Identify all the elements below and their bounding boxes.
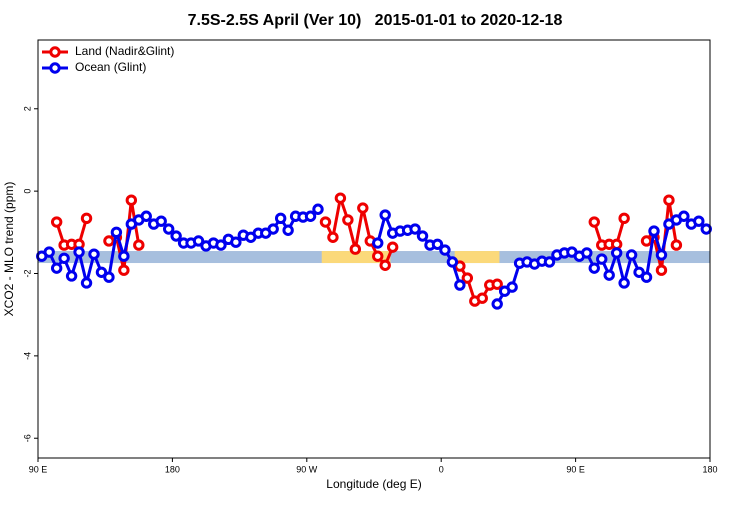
x-axis-label: Longitude (deg E): [326, 477, 421, 491]
point: [596, 253, 608, 265]
point: [282, 224, 294, 236]
point: [312, 203, 324, 215]
legend-label: Ocean (Glint): [75, 60, 146, 74]
x-tick-label: 90 W: [296, 464, 318, 474]
point: [581, 247, 593, 259]
point: [230, 236, 242, 248]
point: [372, 250, 384, 262]
point: [58, 252, 70, 264]
point: [372, 237, 384, 249]
point: [50, 216, 63, 228]
x-tick-label: 0: [439, 464, 444, 474]
point: [655, 264, 668, 276]
point: [327, 231, 339, 243]
point: [65, 270, 78, 282]
point: [663, 194, 675, 206]
x-tick-label: 90 E: [566, 464, 585, 474]
point: [670, 239, 683, 251]
y-tick-label: -2: [22, 269, 32, 277]
y-axis-label: XCO2 - MLO trend (ppm): [2, 182, 16, 317]
point: [409, 223, 421, 235]
point: [274, 212, 287, 225]
point: [588, 216, 600, 228]
point: [357, 202, 369, 214]
point: [655, 249, 668, 261]
point: [118, 250, 130, 262]
point: [439, 244, 451, 256]
point: [379, 209, 391, 221]
point: [454, 279, 466, 291]
point: [506, 281, 518, 293]
y-tick-label: 0: [22, 189, 32, 194]
point: [446, 256, 459, 268]
point: [80, 277, 93, 289]
point: [610, 238, 623, 250]
point: [476, 292, 488, 304]
point: [43, 246, 55, 258]
point: [618, 277, 630, 289]
point: [342, 214, 354, 226]
legend-marker: [49, 46, 61, 58]
point: [103, 271, 115, 283]
band-segment: [454, 251, 500, 264]
point: [118, 264, 130, 276]
y-tick-label: 2: [22, 106, 32, 111]
point: [386, 241, 399, 253]
point: [431, 238, 444, 250]
point: [543, 256, 556, 268]
point: [334, 192, 347, 204]
point: [588, 262, 600, 274]
point: [140, 210, 152, 222]
point: [603, 269, 615, 281]
point: [416, 230, 429, 242]
point: [133, 239, 145, 251]
point: [125, 194, 138, 206]
point: [267, 223, 279, 235]
point: [618, 212, 630, 225]
point: [95, 266, 108, 278]
point: [80, 212, 93, 225]
legend-marker: [49, 62, 61, 74]
x-tick-label: 90 E: [29, 464, 48, 474]
point: [461, 272, 474, 284]
x-tick-label: 180: [702, 464, 717, 474]
x-tick-label: 180: [165, 464, 180, 474]
point: [640, 271, 653, 283]
point: [304, 210, 317, 222]
point: [678, 210, 690, 222]
point: [648, 225, 660, 237]
point: [162, 223, 175, 235]
point: [379, 259, 391, 271]
point: [633, 266, 645, 278]
y-tick-label: -4: [22, 352, 32, 360]
point: [625, 249, 638, 261]
point: [155, 215, 167, 227]
y-tick-label: -6: [22, 434, 32, 442]
point: [110, 226, 123, 239]
point: [491, 298, 503, 310]
legend-label: Land (Nadir&Glint): [75, 44, 174, 58]
point: [319, 216, 332, 228]
point: [73, 246, 85, 258]
point: [693, 215, 705, 227]
plot-frame: [37, 39, 711, 459]
point: [349, 243, 362, 255]
point: [192, 235, 205, 247]
point: [215, 239, 227, 251]
point: [491, 278, 503, 290]
point: [610, 247, 623, 259]
point: [170, 230, 182, 242]
chart-title: 7.5S-2.5S April (Ver 10) 2015-01-01 to 2…: [188, 12, 563, 29]
point: [700, 223, 712, 235]
point: [50, 262, 63, 274]
point: [88, 248, 100, 260]
